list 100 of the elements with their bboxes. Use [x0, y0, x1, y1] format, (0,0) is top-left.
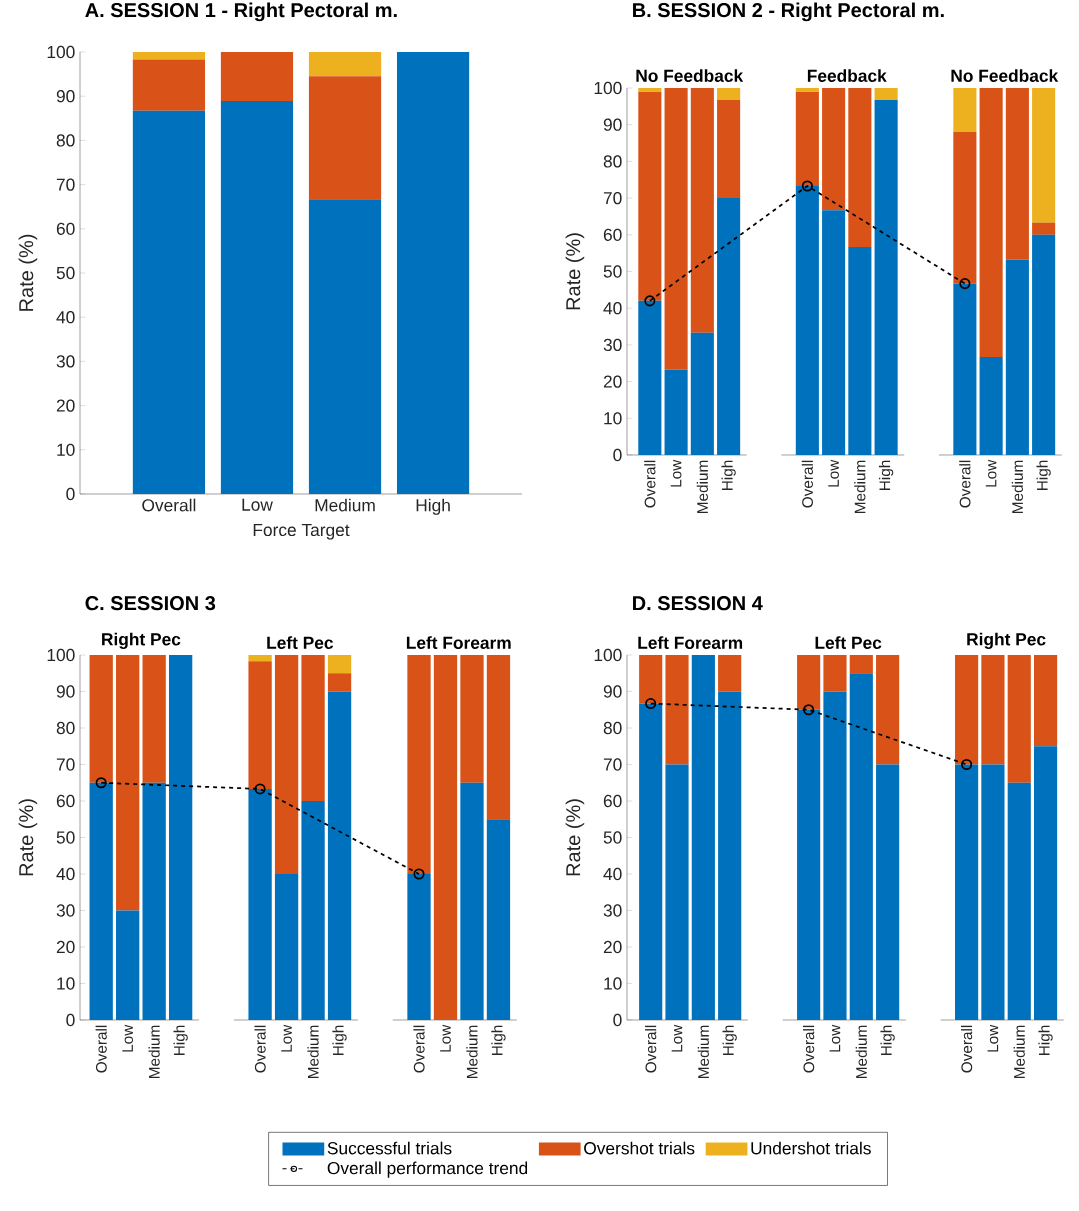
x-tick-label: Low: [985, 459, 997, 487]
bar: [690, 88, 714, 333]
y-tick-label: 0: [66, 1013, 75, 1027]
point: [254, 783, 266, 795]
point: [803, 704, 815, 716]
y-tick-label: 0: [613, 448, 622, 462]
y-tick-label: 50: [56, 831, 75, 844]
point: [645, 698, 657, 710]
bar: [274, 655, 299, 874]
bar: [142, 655, 166, 783]
bar: [664, 369, 688, 455]
y-tick-label: 50: [603, 831, 622, 844]
bar: [274, 874, 299, 1020]
bar: [433, 655, 458, 1020]
x-tick-label: High: [878, 460, 894, 490]
chart-title: C. SESSION 3: [85, 596, 216, 611]
y-tick-label: 90: [603, 118, 622, 131]
bar: [955, 655, 979, 765]
x-tick-label: Overall: [644, 460, 656, 508]
bar: [1032, 222, 1056, 235]
bar: [665, 764, 689, 1020]
text: Left Forearm: [406, 636, 511, 649]
bar: [1032, 88, 1056, 223]
bar: [301, 655, 325, 801]
bar: [849, 673, 873, 1020]
bar: [955, 764, 979, 1020]
x-tick-label: Low: [440, 1024, 451, 1052]
bar: [248, 788, 272, 1020]
bar: [795, 88, 819, 92]
x-tick-label: High: [1038, 1025, 1053, 1055]
bar: [953, 88, 977, 133]
point: [801, 180, 813, 192]
x-tick-label: Low: [671, 1024, 683, 1052]
bar: [981, 764, 1005, 1020]
y-tick-label: 90: [603, 685, 622, 698]
legend-label: Successful trials: [327, 1141, 452, 1155]
x-tick-label: High: [1036, 460, 1051, 490]
bar: [142, 782, 166, 1020]
text: No Feedback: [951, 69, 1059, 82]
x-tick-label: Low: [281, 1024, 292, 1052]
point: [413, 868, 425, 880]
bar: [664, 88, 688, 370]
bar: [639, 703, 663, 1020]
y-tick-label: 20: [603, 940, 622, 954]
y-tick-label: 10: [604, 412, 622, 425]
chart-title: A. SESSION 1 - Right Pectoral m.: [85, 2, 397, 22]
bar: [407, 655, 431, 874]
bar: [874, 100, 898, 455]
x-tick-label: High: [332, 1025, 347, 1055]
bar: [848, 246, 872, 455]
bar: [396, 51, 470, 494]
text: Left Pec: [267, 636, 334, 649]
bar: [327, 655, 352, 674]
x-tick-label: Overall: [959, 460, 971, 508]
bar: [407, 874, 431, 1020]
bar: [132, 59, 206, 111]
y-tick-label: 20: [56, 399, 75, 412]
bar: [327, 691, 352, 1020]
bar: [1005, 88, 1029, 260]
y-tick-label: 80: [56, 721, 75, 735]
bar: [638, 88, 662, 92]
text: No Feedback: [636, 69, 744, 82]
y-tick-label: 30: [56, 355, 75, 368]
bar: [220, 101, 294, 494]
y-tick-label: 100: [594, 81, 622, 95]
y-axis-title: Rate (%): [18, 799, 38, 876]
y-tick-label: 50: [603, 265, 622, 278]
bar: [132, 110, 206, 494]
y-tick-label: 40: [603, 302, 622, 315]
x-tick-label: Medium: [315, 498, 375, 512]
y-tick-label: 60: [56, 794, 75, 808]
bar: [308, 51, 382, 77]
point: [644, 295, 656, 307]
bar: [248, 655, 272, 662]
y-tick-label: 30: [603, 338, 622, 352]
y-tick-label: 30: [56, 904, 75, 917]
point: [961, 758, 973, 771]
bar: [823, 691, 847, 1020]
y-tick-label: 70: [603, 758, 622, 771]
y-tick-label: 90: [56, 685, 75, 698]
bar: [1007, 655, 1031, 783]
bar: [876, 655, 900, 765]
legend-label: Overall performance trend: [327, 1161, 528, 1178]
x-tick-label: Medium: [466, 1025, 478, 1078]
x-tick-label: Overall: [645, 1025, 657, 1073]
x-tick-label: Overall: [254, 1025, 266, 1073]
bar: [848, 88, 872, 247]
y-tick-label: 100: [47, 45, 75, 59]
y-tick-label: 50: [56, 266, 75, 280]
y-tick-label: 10: [604, 977, 622, 990]
legend-label: Overshot trials: [584, 1141, 695, 1155]
chart-title: B. SESSION 2 - Right Pectoral m.: [633, 2, 944, 22]
bar: [1033, 746, 1058, 1020]
y-axis-title: Rate (%): [565, 233, 585, 310]
y-tick-label: 10: [57, 977, 75, 990]
y-tick-label: 100: [594, 648, 622, 662]
x-tick-label: Medium: [697, 1025, 709, 1078]
x-tick-label: High: [173, 1025, 188, 1055]
y-tick-label: 20: [56, 940, 75, 954]
bar: [849, 655, 873, 674]
